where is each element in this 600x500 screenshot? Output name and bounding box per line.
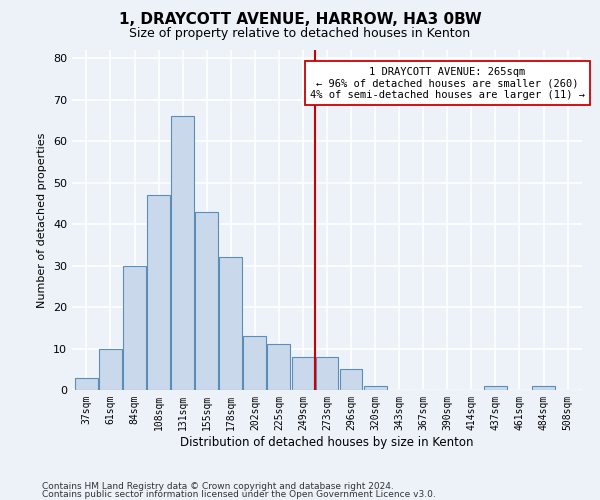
Bar <box>75 378 98 390</box>
Text: Contains public sector information licensed under the Open Government Licence v3: Contains public sector information licen… <box>42 490 436 499</box>
Bar <box>195 212 218 390</box>
X-axis label: Distribution of detached houses by size in Kenton: Distribution of detached houses by size … <box>180 436 474 448</box>
Y-axis label: Number of detached properties: Number of detached properties <box>37 132 47 308</box>
Bar <box>220 258 242 390</box>
Bar <box>292 357 314 390</box>
Bar <box>340 370 362 390</box>
Bar <box>364 386 386 390</box>
Bar <box>484 386 507 390</box>
Text: Size of property relative to detached houses in Kenton: Size of property relative to detached ho… <box>130 28 470 40</box>
Bar <box>171 116 194 390</box>
Text: 1, DRAYCOTT AVENUE, HARROW, HA3 0BW: 1, DRAYCOTT AVENUE, HARROW, HA3 0BW <box>119 12 481 28</box>
Bar <box>268 344 290 390</box>
Text: Contains HM Land Registry data © Crown copyright and database right 2024.: Contains HM Land Registry data © Crown c… <box>42 482 394 491</box>
Bar <box>532 386 555 390</box>
Bar <box>244 336 266 390</box>
Bar <box>147 195 170 390</box>
Bar <box>316 357 338 390</box>
Bar <box>123 266 146 390</box>
Text: 1 DRAYCOTT AVENUE: 265sqm
← 96% of detached houses are smaller (260)
4% of semi-: 1 DRAYCOTT AVENUE: 265sqm ← 96% of detac… <box>310 66 585 100</box>
Bar <box>99 348 122 390</box>
